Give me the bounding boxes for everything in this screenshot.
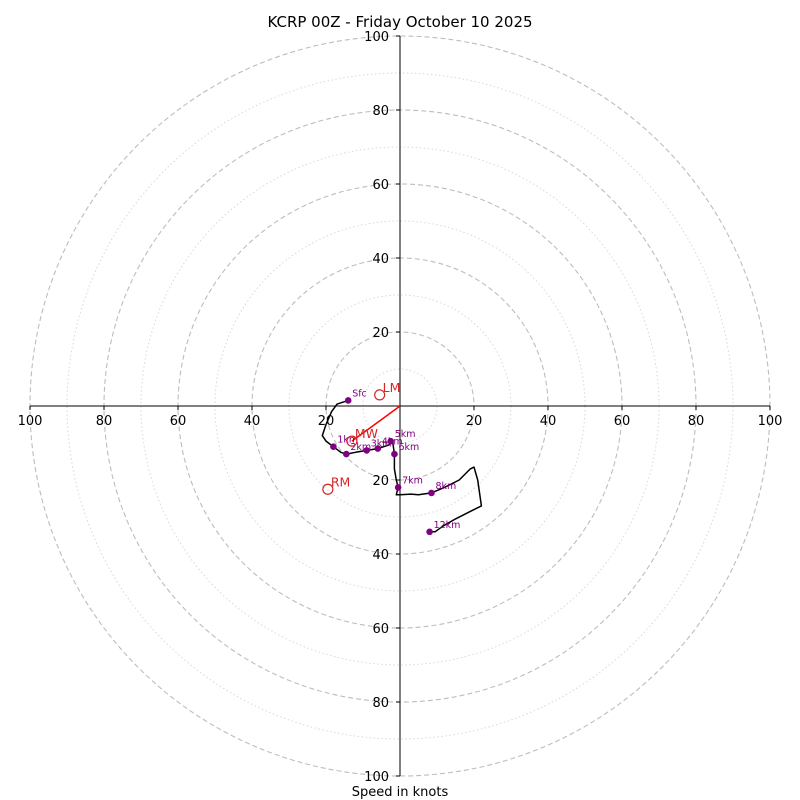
y-tick-label: 40 xyxy=(372,548,389,563)
y-tick-label: 60 xyxy=(372,178,389,193)
storm-motion-markers: LM MW RM xyxy=(322,380,401,495)
hodograph-trace xyxy=(321,399,483,533)
x-tick-label: 80 xyxy=(96,414,113,429)
storm-motion-label: MW xyxy=(355,426,378,441)
x-tick-label: 80 xyxy=(688,414,705,429)
level-label: 1km xyxy=(337,435,358,446)
level-label: 3km xyxy=(371,438,392,449)
level-label: 2km xyxy=(350,442,371,453)
y-tick-label: 100 xyxy=(364,770,389,785)
x-tick-label: 60 xyxy=(614,414,631,429)
x-tick-label: 20 xyxy=(318,414,335,429)
level-marker xyxy=(363,447,371,454)
chart-title: KCRP 00Z - Friday October 10 2025 xyxy=(267,13,532,31)
level-marker xyxy=(394,484,402,491)
storm-motion-label: RM xyxy=(331,474,350,489)
x-axis-label: Speed in knots xyxy=(352,785,449,800)
y-tick-label: 20 xyxy=(372,326,389,341)
level-marker xyxy=(428,489,435,497)
storm-motion-marker xyxy=(374,389,386,401)
height-levels: Sfc1km2km3km4km5km6km7km8km12km xyxy=(330,388,461,536)
x-tick-label: 40 xyxy=(540,414,557,429)
shear-vector-layer xyxy=(351,405,401,442)
level-label: 8km xyxy=(435,481,456,492)
level-label: Sfc xyxy=(352,388,367,399)
y-tick-label: 40 xyxy=(372,252,389,267)
storm-motion-marker xyxy=(322,483,334,495)
storm-motion-marker xyxy=(346,435,358,447)
x-tick-label: 100 xyxy=(18,414,43,429)
level-marker xyxy=(343,450,350,458)
level-label: 6km xyxy=(398,442,419,453)
x-tick-label: 40 xyxy=(244,414,261,429)
level-label: 7km xyxy=(402,475,423,486)
y-tick-label: 80 xyxy=(372,104,389,119)
level-marker xyxy=(330,443,337,451)
x-tick-label: 100 xyxy=(758,414,783,429)
level-marker xyxy=(426,528,433,536)
y-tick-label: 20 xyxy=(372,474,389,489)
bulk-shear-vector xyxy=(351,405,401,442)
y-tick-label: 80 xyxy=(372,696,389,711)
y-tick-label: 60 xyxy=(372,622,389,637)
storm-motion-label: LM xyxy=(383,380,401,395)
x-tick-label: 60 xyxy=(170,414,187,429)
x-tick-label: 20 xyxy=(466,414,483,429)
level-label: 5km xyxy=(395,429,416,440)
level-label: 12km xyxy=(434,520,461,531)
y-tick-label: 100 xyxy=(364,30,389,45)
axes: 100 80 60 40 20 20 40 60 80 100 100 80 60 40 20 20 40 60 8… xyxy=(18,30,783,785)
level-marker xyxy=(387,437,395,445)
level-marker xyxy=(391,450,398,458)
hodograph-trace-layer xyxy=(321,399,483,533)
level-marker xyxy=(344,397,352,404)
level-marker xyxy=(374,445,382,452)
